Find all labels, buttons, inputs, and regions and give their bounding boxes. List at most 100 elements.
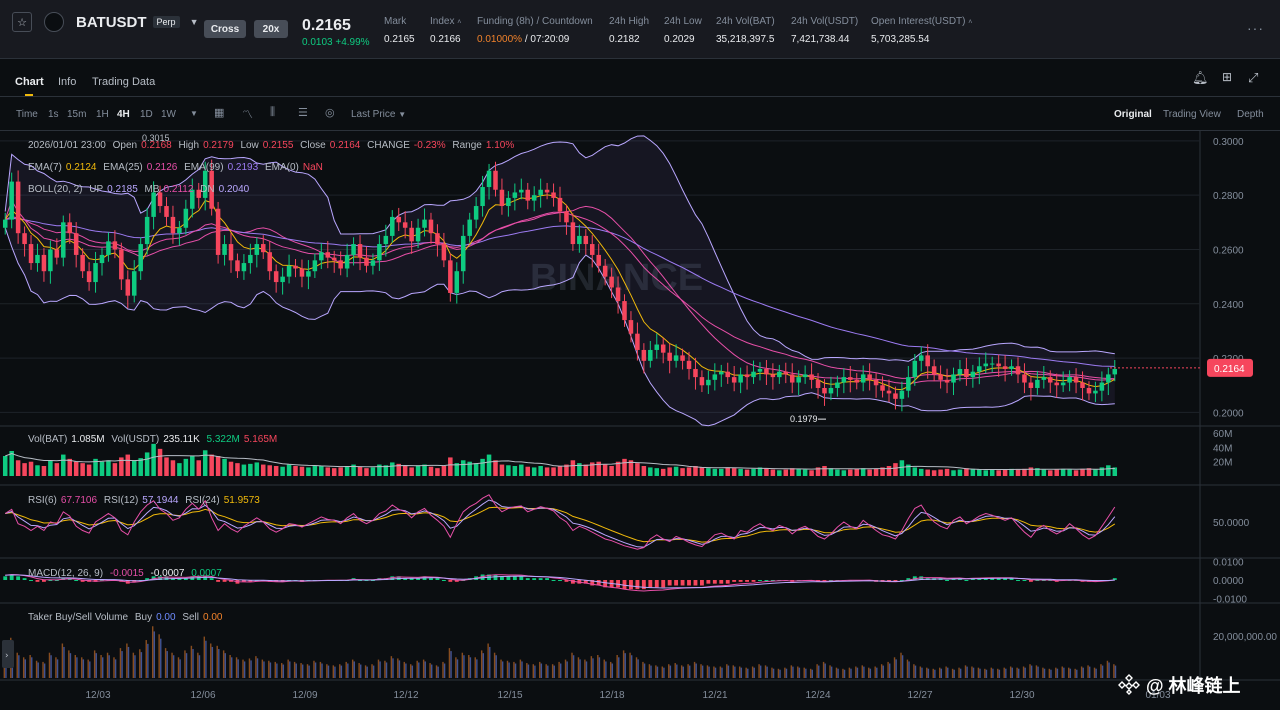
ticker-header: ☆ BATUSDT Perp ▼ Cross 20x 0.2165 0.0103… [0, 0, 1280, 59]
taker-sell-bar [410, 664, 412, 678]
taker-sell-bar [287, 659, 289, 678]
macd-hist-bar [203, 576, 208, 580]
taker-buy-bar [514, 663, 517, 678]
taker-sell-bar [35, 660, 38, 678]
taker-sell-bar [635, 657, 638, 678]
volume-bar [396, 463, 401, 476]
macd-hist-bar [654, 580, 659, 588]
macd-hist-bar [1028, 580, 1033, 582]
candle-type-icon[interactable]: ⫼ [270, 106, 276, 118]
star-icon[interactable]: ☆ [12, 12, 32, 32]
taker-buy-bar [669, 665, 672, 678]
volume-bar [1035, 468, 1040, 476]
view-depth[interactable]: Depth [1237, 109, 1264, 120]
volume-bar [2, 456, 8, 476]
candle-body [409, 227, 414, 242]
author-watermark: @ 林峰链上 [1146, 676, 1241, 696]
price-source-select[interactable]: Last Price ▼ [351, 109, 407, 120]
macd-hist-bar [538, 578, 543, 580]
interval-dropdown-icon[interactable]: ▼ [190, 109, 198, 118]
more-icon[interactable]: ··· [1247, 20, 1264, 36]
volume-bar [989, 469, 995, 476]
candle-body [1067, 377, 1072, 383]
taker-sell-bar [745, 667, 747, 678]
volume-bar [119, 457, 124, 476]
taker-sell-bar [868, 667, 870, 678]
margin-mode-button[interactable]: Cross [204, 20, 246, 38]
interval-15m[interactable]: 15m [67, 109, 87, 120]
target-icon[interactable]: ◎ [325, 107, 335, 119]
taker-sell-bar [1029, 664, 1031, 678]
candle-body [261, 244, 266, 253]
tab-trading-data[interactable]: Trading Data [92, 76, 156, 88]
taker-buy-bar [721, 667, 723, 678]
expand-icon[interactable]: ⤢ [1248, 70, 1259, 85]
volume-bar [106, 460, 111, 476]
chevron-down-icon[interactable]: ▼ [189, 17, 199, 27]
taker-buy-bar [211, 646, 214, 678]
interval-1w[interactable]: 1W [161, 109, 176, 120]
tab-chart[interactable]: Chart [15, 76, 44, 96]
candle-body [157, 192, 163, 207]
macd-hist-bar [990, 578, 995, 580]
volume-bar [61, 454, 66, 476]
taker-sell-bar [829, 665, 831, 678]
volume-bar [525, 466, 531, 476]
bell-icon[interactable]: 🔔︎ [1192, 70, 1209, 85]
macd-hist-bar [248, 580, 253, 582]
macd-hist-bar [674, 580, 679, 586]
calendar-icon[interactable]: ▦ [214, 107, 225, 119]
volume-bar [357, 466, 363, 476]
taker-sell-bar [274, 661, 276, 678]
settings-icon[interactable]: ☰ [298, 107, 308, 119]
candle-body [906, 377, 911, 391]
interval-1s[interactable]: 1s [48, 109, 59, 120]
chart-canvas[interactable]: 0.30000.28000.26000.24000.22000.2000BINA… [0, 130, 1280, 710]
taker-sell-bar [203, 636, 206, 678]
macd-hist-bar [151, 576, 156, 580]
interval-1d[interactable]: 1D [140, 109, 153, 120]
taker-sell-bar [706, 665, 709, 678]
volume-bar [1080, 468, 1085, 476]
leverage-button[interactable]: 20x [254, 20, 288, 38]
taker-sell-bar [306, 664, 309, 678]
volume-bar [460, 460, 466, 476]
volume-bar [886, 466, 892, 476]
taker-buy-bar [611, 663, 614, 678]
volume-bar [235, 463, 240, 476]
taker-buy-bar [624, 653, 626, 678]
taker-sell-bar [809, 668, 812, 678]
volume-bar [422, 464, 427, 476]
view-original[interactable]: Original [1114, 109, 1152, 120]
indicator-icon[interactable]: 〽 [242, 109, 253, 121]
volume-ma-line [5, 452, 1115, 470]
taker-sell-bar [526, 663, 528, 678]
macd-hist-bar [390, 576, 395, 580]
stat-24h-low: 24h Low 0.2029 [664, 16, 702, 45]
taker-sell-bar [913, 664, 915, 678]
interval-4h[interactable]: 4H [117, 109, 130, 120]
taker-sell-bar [61, 643, 64, 678]
interval-1h[interactable]: 1H [96, 109, 109, 120]
taker-buy-bar [31, 657, 33, 678]
volume-bar [480, 458, 485, 476]
volume-bar [660, 468, 666, 476]
volume-bar [1009, 468, 1014, 476]
volume-bar [215, 456, 221, 476]
symbol-name[interactable]: BATUSDT [76, 13, 147, 31]
candle-body [202, 170, 208, 198]
time-label[interactable]: Time [16, 109, 38, 120]
grid-icon[interactable]: ⊞ [1222, 70, 1233, 84]
volume-bar [854, 468, 859, 476]
tab-info[interactable]: Info [58, 76, 77, 88]
candle-body [390, 216, 395, 236]
taker-buy-bar [334, 666, 336, 678]
volume-bar [344, 466, 350, 476]
taker-buy-bar [521, 661, 523, 678]
binance-logo-icon [1118, 674, 1140, 695]
view-trading-view[interactable]: Trading View [1163, 109, 1221, 120]
candle-body [957, 368, 963, 375]
taker-buy-bar [127, 646, 130, 678]
caret-icon: ˄ [457, 19, 462, 26]
volume-bar [925, 469, 930, 476]
